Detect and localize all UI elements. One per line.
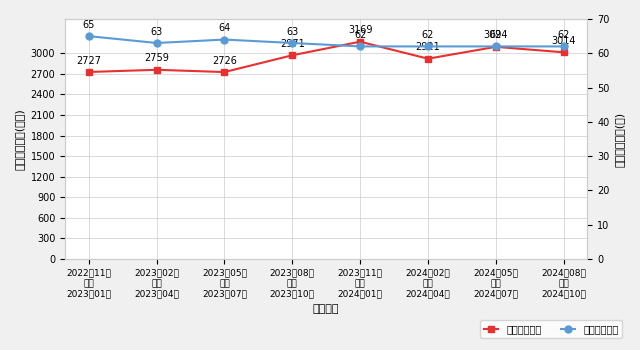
Text: 62: 62 (557, 30, 570, 40)
Text: 62: 62 (422, 30, 434, 40)
Text: 3169: 3169 (348, 25, 372, 35)
Text: 2726: 2726 (212, 56, 237, 66)
Line: 平均成約価格: 平均成約価格 (85, 38, 567, 76)
平均専有面積 (424, 44, 432, 49)
平均専有面積 (85, 34, 93, 38)
平均専有面積 (492, 44, 500, 49)
Text: 2759: 2759 (144, 54, 169, 63)
Text: 62: 62 (354, 30, 366, 40)
平均成約価格 (289, 53, 296, 57)
平均成約価格 (492, 45, 500, 49)
Y-axis label: 平均成約価格(万円): 平均成約価格(万円) (15, 108, 25, 170)
平均専有面積 (289, 41, 296, 45)
Text: 3094: 3094 (484, 30, 508, 41)
Text: 62: 62 (490, 30, 502, 40)
平均専有面積 (221, 37, 228, 42)
平均成約価格 (560, 50, 568, 54)
平均専有面積 (356, 44, 364, 49)
Text: 63: 63 (286, 27, 298, 37)
平均成約価格 (153, 68, 161, 72)
平均成約価格 (221, 70, 228, 74)
平均成約価格 (85, 70, 93, 74)
Legend: 平均成約価格, 平均専有面積: 平均成約価格, 平均専有面積 (480, 320, 622, 338)
Text: 3014: 3014 (551, 36, 576, 46)
平均専有面積 (153, 41, 161, 45)
Line: 平均専有面積: 平均専有面積 (85, 33, 567, 50)
X-axis label: 成約年月: 成約年月 (313, 304, 339, 314)
Text: 65: 65 (83, 20, 95, 30)
Y-axis label: 平均専有面積(㎡): 平均専有面積(㎡) (615, 111, 625, 167)
平均成約価格 (424, 57, 432, 61)
Text: 2971: 2971 (280, 39, 305, 49)
平均成約価格 (356, 40, 364, 44)
Text: 64: 64 (218, 23, 230, 33)
Text: 2727: 2727 (76, 56, 101, 66)
Text: 63: 63 (150, 27, 163, 37)
Text: 2921: 2921 (415, 42, 440, 52)
平均専有面積 (560, 44, 568, 49)
